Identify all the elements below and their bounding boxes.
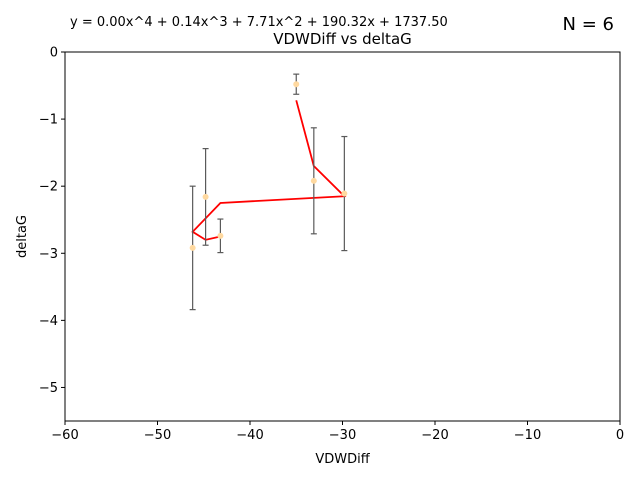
errorbar-layer (189, 73, 348, 311)
y-axis-label: deltaG (15, 215, 30, 258)
data-point (310, 177, 317, 184)
x-tick-label: −10 (514, 428, 541, 443)
y-tick-label: −1 (39, 113, 58, 128)
x-tick-label: −20 (421, 428, 448, 443)
fit-line (191, 100, 347, 241)
x-tick-label: −30 (329, 428, 356, 443)
data-point (202, 193, 209, 200)
data-point (341, 190, 348, 197)
chart-title: VDWDiff vs deltaG (273, 30, 412, 48)
x-tick-label: 0 (616, 428, 624, 443)
plot-frame (64, 51, 621, 422)
x-tick-label: −40 (236, 428, 263, 443)
axis-layer: −60 −50 −40 −30 −20 −10 0 0 −1 −2 −3 −4 −5 (39, 46, 624, 444)
data-point (217, 232, 224, 239)
data-point (293, 81, 300, 88)
y-tick-label: 0 (50, 46, 58, 61)
y-tick-label: −4 (39, 314, 58, 329)
point-layer (189, 81, 348, 251)
y-tick-label: −2 (39, 180, 58, 195)
x-axis-label: VDWDiff (315, 452, 370, 467)
sample-count: N = 6 (563, 14, 614, 35)
data-point (189, 244, 196, 251)
fit-layer (191, 100, 347, 241)
x-tick-label: −60 (51, 428, 78, 443)
fit-equation: y = 0.00x^4 + 0.14x^3 + 7.71x^2 + 190.32… (70, 15, 448, 30)
y-tick-label: −3 (39, 247, 58, 262)
x-tick-label: −50 (144, 428, 171, 443)
y-tick-label: −5 (39, 381, 58, 396)
